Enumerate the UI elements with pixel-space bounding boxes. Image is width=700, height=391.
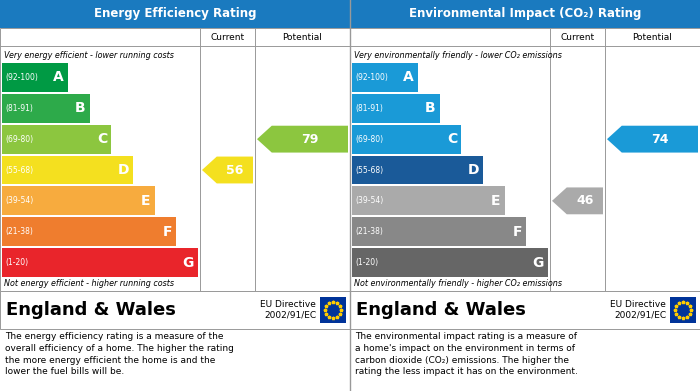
Text: EU Directive
2002/91/EC: EU Directive 2002/91/EC bbox=[610, 300, 666, 320]
Bar bbox=[0, 0, 350, 28]
Text: D: D bbox=[468, 163, 479, 177]
Text: 56: 56 bbox=[226, 163, 244, 176]
Text: 79: 79 bbox=[301, 133, 318, 145]
Text: (1-20): (1-20) bbox=[5, 258, 28, 267]
Text: Energy Efficiency Rating: Energy Efficiency Rating bbox=[94, 7, 256, 20]
Bar bbox=[352, 125, 461, 154]
Text: G: G bbox=[183, 256, 194, 269]
Text: F: F bbox=[163, 225, 172, 239]
Text: Very energy efficient - lower running costs: Very energy efficient - lower running co… bbox=[4, 52, 174, 61]
Text: (92-100): (92-100) bbox=[355, 73, 388, 82]
Text: (1-20): (1-20) bbox=[355, 258, 378, 267]
Polygon shape bbox=[552, 187, 603, 214]
Text: (92-100): (92-100) bbox=[5, 73, 38, 82]
Text: (55-68): (55-68) bbox=[355, 165, 383, 174]
Polygon shape bbox=[257, 126, 348, 152]
Bar bbox=[2, 187, 155, 215]
Text: D: D bbox=[118, 163, 129, 177]
Text: (69-80): (69-80) bbox=[5, 135, 33, 143]
Polygon shape bbox=[607, 126, 698, 152]
Bar bbox=[670, 297, 696, 323]
Text: Environmental Impact (CO₂) Rating: Environmental Impact (CO₂) Rating bbox=[409, 7, 641, 20]
Text: A: A bbox=[403, 70, 414, 84]
Bar bbox=[2, 217, 176, 246]
Text: A: A bbox=[53, 70, 64, 84]
Bar bbox=[352, 63, 418, 92]
Bar bbox=[350, 291, 700, 329]
Text: The energy efficiency rating is a measure of the
overall efficiency of a home. T: The energy efficiency rating is a measur… bbox=[5, 332, 234, 377]
Text: C: C bbox=[97, 132, 107, 146]
Text: (21-38): (21-38) bbox=[355, 227, 383, 236]
Text: (81-91): (81-91) bbox=[5, 104, 33, 113]
Text: E: E bbox=[491, 194, 500, 208]
Bar bbox=[0, 28, 350, 291]
Bar bbox=[2, 125, 111, 154]
Text: England & Wales: England & Wales bbox=[356, 301, 526, 319]
Text: F: F bbox=[513, 225, 522, 239]
Text: (81-91): (81-91) bbox=[355, 104, 383, 113]
Text: (55-68): (55-68) bbox=[5, 165, 33, 174]
Text: (21-38): (21-38) bbox=[5, 227, 33, 236]
Bar bbox=[2, 63, 68, 92]
Bar bbox=[350, 0, 700, 28]
Bar bbox=[2, 156, 133, 185]
Text: E: E bbox=[141, 194, 150, 208]
Bar bbox=[2, 94, 90, 123]
Bar bbox=[352, 248, 548, 277]
Text: The environmental impact rating is a measure of
a home's impact on the environme: The environmental impact rating is a mea… bbox=[355, 332, 578, 377]
Text: Potential: Potential bbox=[633, 32, 673, 41]
Bar bbox=[2, 248, 198, 277]
Text: 46: 46 bbox=[576, 194, 594, 207]
Text: Very environmentally friendly - lower CO₂ emissions: Very environmentally friendly - lower CO… bbox=[354, 52, 562, 61]
Text: G: G bbox=[533, 256, 544, 269]
Text: Current: Current bbox=[561, 32, 594, 41]
Text: 74: 74 bbox=[651, 133, 668, 145]
Text: Current: Current bbox=[211, 32, 244, 41]
Bar bbox=[352, 94, 440, 123]
Text: C: C bbox=[447, 132, 457, 146]
Bar bbox=[0, 291, 350, 329]
Bar bbox=[352, 156, 483, 185]
Text: B: B bbox=[425, 101, 435, 115]
Text: Potential: Potential bbox=[283, 32, 323, 41]
Text: (39-54): (39-54) bbox=[5, 196, 34, 205]
Bar bbox=[350, 28, 700, 291]
Text: (69-80): (69-80) bbox=[355, 135, 383, 143]
Polygon shape bbox=[202, 156, 253, 183]
Bar bbox=[352, 187, 505, 215]
Text: EU Directive
2002/91/EC: EU Directive 2002/91/EC bbox=[260, 300, 316, 320]
Text: England & Wales: England & Wales bbox=[6, 301, 176, 319]
Text: B: B bbox=[75, 101, 85, 115]
Bar bbox=[320, 297, 346, 323]
Text: (39-54): (39-54) bbox=[355, 196, 384, 205]
Text: Not environmentally friendly - higher CO₂ emissions: Not environmentally friendly - higher CO… bbox=[354, 280, 562, 289]
Text: Not energy efficient - higher running costs: Not energy efficient - higher running co… bbox=[4, 280, 174, 289]
Bar bbox=[352, 217, 526, 246]
